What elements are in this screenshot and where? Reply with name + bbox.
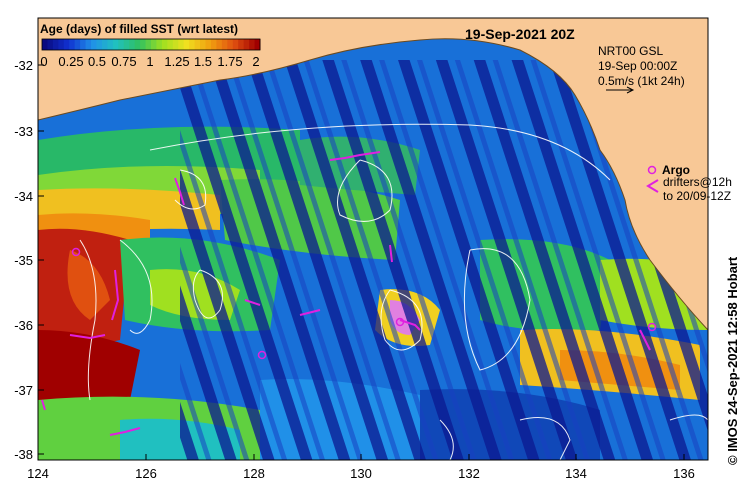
colorbar-segment (254, 39, 261, 50)
y-tick-label: -36 (14, 318, 33, 333)
colorbar-segment (243, 39, 250, 50)
colorbar-segment (123, 39, 130, 50)
argo-label: Argo (662, 163, 690, 177)
colorbar-segment (210, 39, 217, 50)
x-tick-label: 124 (27, 466, 49, 481)
argo-legend: Argo drifters@12h to 20/09-12Z (646, 163, 732, 203)
colorbar-segment (118, 39, 125, 50)
colorbar-segment (74, 39, 81, 50)
colorbar-segment (47, 39, 54, 50)
velocity-arrow-icon (606, 86, 635, 94)
colorbar-segment (58, 39, 65, 50)
colorbar-segment (80, 39, 87, 50)
contour-lines (79, 123, 708, 460)
colorbar-segment (161, 39, 168, 50)
legend-tick: 1.5 (194, 54, 212, 69)
colorbar-segment (227, 39, 234, 50)
colorbar-segment (172, 39, 179, 50)
velocity-time: 19-Sep 00:00Z (598, 59, 677, 73)
colorbar-segment (183, 39, 190, 50)
y-tick-label: -35 (14, 253, 33, 268)
colorbar-segment (134, 39, 141, 50)
y-tick-label: -37 (14, 383, 33, 398)
colorbar-segment (167, 39, 174, 50)
y-axis: -32 -33 -34 -35 -36 -37 -38 (14, 58, 44, 462)
colorbar-segment (189, 39, 196, 50)
argo-marker-icon (647, 165, 657, 175)
x-axis: 124 126 128 130 132 134 136 (27, 454, 695, 481)
colorbar-segment (194, 39, 201, 50)
legend-colorbar (42, 39, 261, 50)
colorbar-segment (85, 39, 92, 50)
legend-tick: 1.75 (217, 54, 242, 69)
y-tick-label: -38 (14, 447, 33, 462)
colorbar-segment (151, 39, 157, 50)
colorbar-segment (91, 39, 97, 50)
colorbar-segment (178, 39, 185, 50)
colorbar-segment (205, 39, 212, 50)
x-tick-label: 128 (243, 466, 265, 481)
age-legend: Age (days) of filled SST (wrt latest) 0 … (40, 22, 261, 69)
colorbar-segment (200, 39, 206, 50)
colorbar-segment (129, 39, 136, 50)
colorbar-segment (145, 39, 152, 50)
colorbar-segment (216, 39, 223, 50)
x-tick-label: 130 (350, 466, 372, 481)
legend-tick: 2 (252, 54, 259, 69)
legend-title: Age (days) of filled SST (wrt latest) (40, 22, 238, 36)
x-tick-label: 136 (673, 466, 695, 481)
colorbar-segment (69, 39, 76, 50)
credit-label: © IMOS 24-Sep-2021 12:58 Hobart (725, 256, 740, 465)
colorbar-segment (112, 39, 119, 50)
colorbar-segment (107, 39, 114, 50)
legend-tick: 1.25 (164, 54, 189, 69)
drifter-track-icon (646, 179, 659, 193)
colorbar-segment (52, 39, 59, 50)
colorbar-segment (232, 39, 239, 50)
legend-tick: 0.25 (58, 54, 83, 69)
colorbar-segment (140, 39, 147, 50)
legend-tick: 0.75 (111, 54, 136, 69)
velocity-source: NRT00 GSL (598, 44, 663, 58)
colorbar-segment (249, 39, 256, 50)
y-tick-label: -33 (14, 124, 33, 139)
legend-tick: 1 (146, 54, 153, 69)
colorbar-segment (63, 39, 70, 50)
x-tick-label: 132 (458, 466, 480, 481)
drifters-label: drifters@12h (663, 175, 732, 189)
colorbar-segment (96, 39, 103, 50)
velocity-scale-label: 0.5m/s (1kt 24h) (598, 74, 685, 88)
colorbar-segment (156, 39, 163, 50)
x-tick-label: 126 (135, 466, 157, 481)
colorbar-segment (42, 39, 48, 50)
date-label: 19-Sep-2021 20Z (465, 26, 575, 42)
plot-frame (37, 17, 709, 461)
legend-tick: 0 (40, 54, 47, 69)
velocity-scale: NRT00 GSL 19-Sep 00:00Z 0.5m/s (1kt 24h) (598, 44, 685, 94)
map-plot-area (38, 18, 708, 460)
y-tick-label: -34 (14, 189, 33, 204)
x-tick-label: 134 (565, 466, 587, 481)
colorbar-segment (221, 39, 228, 50)
argo-markers (71, 247, 657, 360)
drifter-tracks (41, 151, 651, 436)
drifters-period: to 20/09-12Z (663, 189, 731, 203)
y-tick-label: -32 (14, 58, 33, 73)
colorbar-segment (238, 39, 245, 50)
legend-tick: 0.5 (88, 54, 106, 69)
colorbar-segment (101, 39, 108, 50)
